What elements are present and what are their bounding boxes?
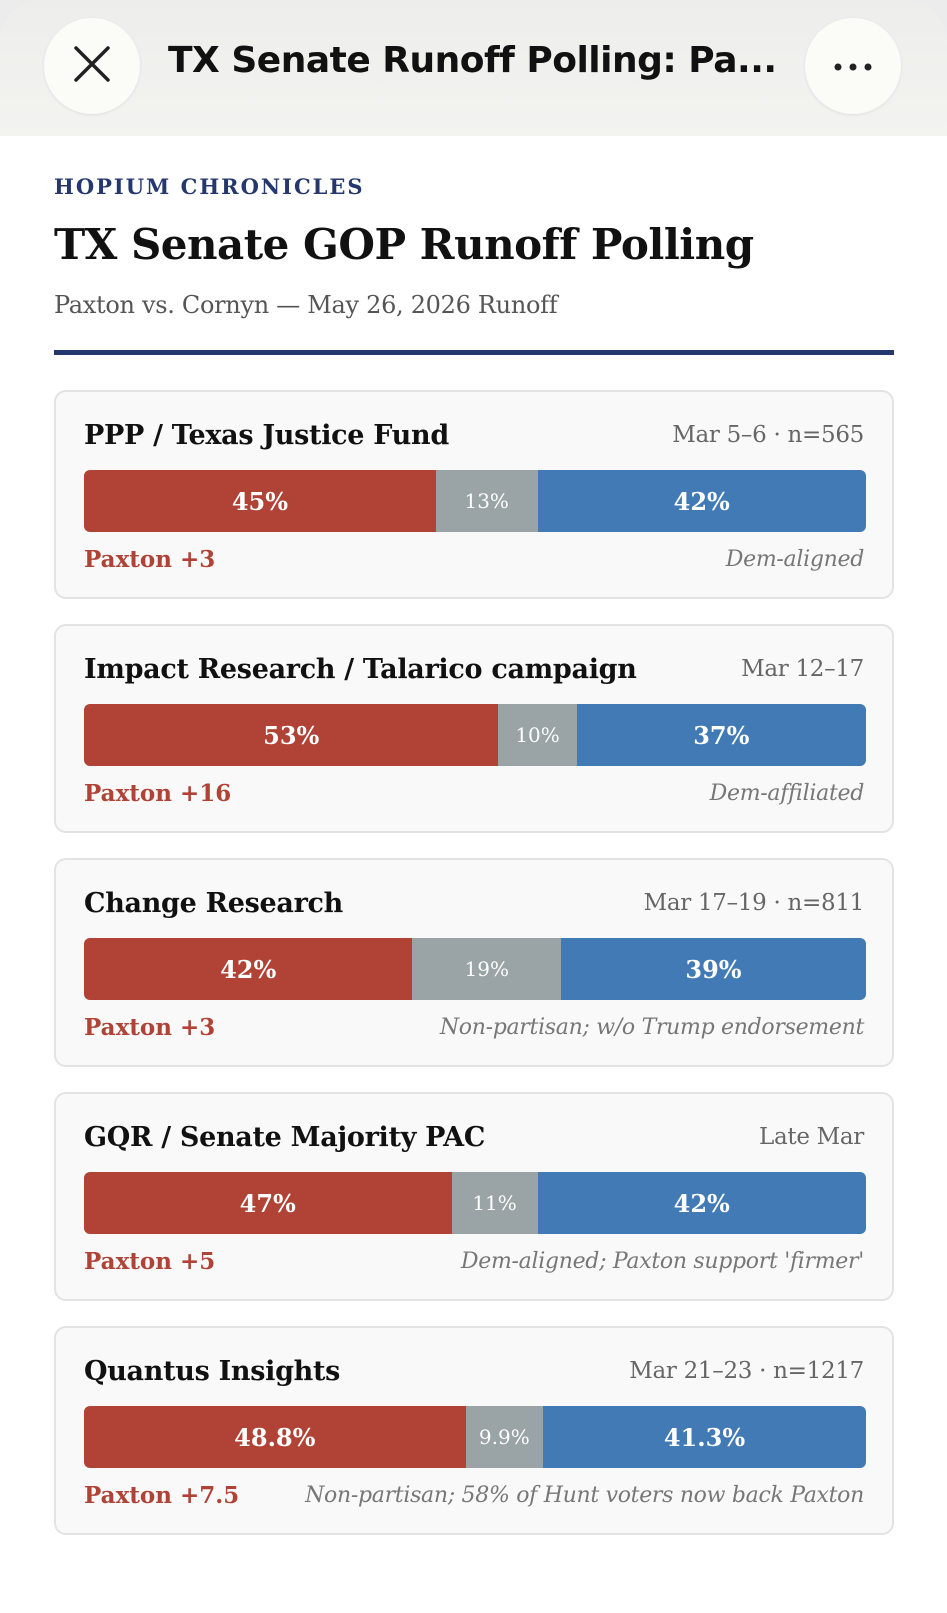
- poll-card: Change Research Mar 17–19 · n=811 42% 19% 39…: [54, 858, 894, 1067]
- paxton-segment: 45%: [84, 470, 436, 532]
- paxton-segment: 53%: [84, 704, 499, 766]
- result-bar: 53% 10% 37%: [84, 704, 866, 766]
- poll-card: PPP / Texas Justice Fund Mar 5–6 · n=565 4…: [54, 390, 894, 599]
- poll-card: Impact Research / Talarico campaign Mar 1…: [54, 624, 894, 833]
- poll-card: GQR / Senate Majority PAC Late Mar 47% 11% 4…: [54, 1092, 894, 1301]
- header-divider: [54, 350, 894, 355]
- poll-note: Dem-aligned; Paxton support 'firmer': [460, 1249, 864, 1274]
- undecided-segment: 19%: [412, 938, 562, 1000]
- pollster-name: PPP / Texas Justice Fund: [84, 420, 449, 451]
- top-bar: TX Senate Runoff Polling: Pa...: [0, 0, 947, 136]
- undecided-segment: 11%: [451, 1172, 538, 1234]
- page-subtitle: Paxton vs. Cornyn — May 26, 2026 Runoff: [54, 291, 558, 319]
- paxton-segment: 47%: [84, 1172, 452, 1234]
- poll-note: Dem-aligned: [725, 547, 865, 572]
- cornyn-segment: 42%: [537, 1172, 866, 1234]
- result-bar: 45% 13% 42%: [84, 470, 866, 532]
- more-options-button[interactable]: [805, 18, 901, 114]
- poll-dates: Mar 17–19 · n=811: [643, 890, 865, 916]
- poll-margin: Paxton +5: [84, 1248, 216, 1275]
- poll-note: Non-partisan; 58% of Hunt voters now bac…: [305, 1483, 864, 1508]
- poll-note: Non-partisan; w/o Trump endorsement: [439, 1015, 864, 1040]
- undecided-segment: 9.9%: [465, 1406, 544, 1468]
- undecided-segment: 10%: [498, 704, 577, 766]
- close-icon: [72, 44, 112, 88]
- publication-kicker: HOPIUM CHRONICLES: [54, 174, 365, 199]
- cornyn-segment: 37%: [576, 704, 866, 766]
- page-title: TX Senate GOP Runoff Polling: [54, 220, 754, 269]
- poll-margin: Paxton +16: [84, 780, 232, 807]
- pollster-name: Quantus Insights: [84, 1356, 341, 1387]
- poll-note: Dem-affiliated: [709, 781, 865, 806]
- cornyn-segment: 42%: [537, 470, 866, 532]
- poll-card: Quantus Insights Mar 21–23 · n=1217 48.8% 9…: [54, 1326, 894, 1535]
- result-bar: 48.8% 9.9% 41.3%: [84, 1406, 866, 1468]
- pollster-name: Change Research: [84, 888, 343, 919]
- result-bar: 47% 11% 42%: [84, 1172, 866, 1234]
- pollster-name: Impact Research / Talarico campaign: [84, 654, 637, 685]
- paxton-segment: 48.8%: [84, 1406, 466, 1468]
- undecided-segment: 13%: [435, 470, 538, 532]
- poll-dates: Mar 12–17: [741, 656, 864, 682]
- poll-dates: Late Mar: [758, 1124, 864, 1150]
- poll-margin: Paxton +7.5: [84, 1482, 240, 1509]
- cornyn-segment: 39%: [561, 938, 866, 1000]
- poll-dates: Mar 5–6 · n=565: [672, 422, 864, 448]
- close-button[interactable]: [44, 18, 140, 114]
- pollster-name: GQR / Senate Majority PAC: [84, 1122, 486, 1153]
- poll-margin: Paxton +3: [84, 546, 216, 573]
- more-icon: [833, 57, 873, 76]
- result-bar: 42% 19% 39%: [84, 938, 866, 1000]
- poll-margin: Paxton +3: [84, 1014, 216, 1041]
- window-title: TX Senate Runoff Polling: Pa...: [168, 40, 777, 81]
- poll-dates: Mar 21–23 · n=1217: [629, 1358, 864, 1384]
- cornyn-segment: 41.3%: [543, 1406, 866, 1468]
- paxton-segment: 42%: [84, 938, 413, 1000]
